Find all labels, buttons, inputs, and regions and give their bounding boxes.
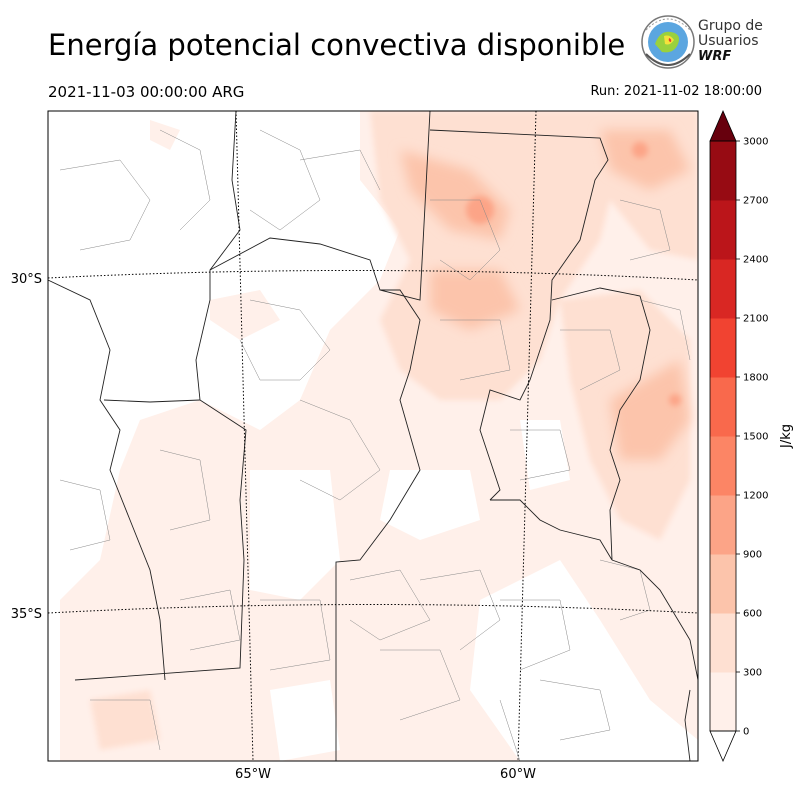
colorbar-extend-min — [709, 730, 737, 763]
colorbar-tick-label: 2400 — [743, 255, 768, 266]
colorbar-segments — [709, 109, 737, 763]
cape-field — [48, 111, 698, 761]
colorbar-segment — [710, 436, 736, 496]
colorbar-segment — [710, 200, 736, 260]
colorbar-tick-label: 900 — [743, 550, 762, 561]
colorbar-tick-label: 3000 — [743, 137, 768, 148]
colorbar-segment — [710, 613, 736, 673]
map-frame — [47, 110, 699, 762]
logo-line1: Grupo de — [698, 18, 763, 34]
lon-label-60w: 60°W — [500, 767, 536, 782]
logo-line3: WRF — [698, 49, 732, 64]
lon-label-65w: 65°W — [235, 767, 271, 782]
logo-emblem-icon — [641, 15, 695, 69]
colorbar-tick-label: 2700 — [743, 196, 768, 207]
page-title: Energía potencial convectiva disponible — [48, 28, 626, 62]
parallel-30s — [48, 269, 698, 281]
province-boundaries — [48, 111, 698, 761]
colorbar-tick-label: 1500 — [743, 432, 768, 443]
colorbar-segment — [710, 141, 736, 201]
colorbar-segment — [710, 495, 736, 555]
colorbar-tick-label: 1800 — [743, 373, 768, 384]
colorbar-tick-label: 1200 — [743, 491, 768, 502]
lat-label-30s: 30°S — [11, 272, 42, 287]
parallel-35s — [48, 604, 698, 614]
lat-label-35s: 35°S — [11, 607, 42, 622]
colorbar-extend-max — [709, 109, 737, 142]
valid-time-label: 2021-11-03 00:00:00 ARG — [48, 83, 245, 101]
colorbar-segment — [710, 672, 736, 732]
graticule — [48, 111, 698, 761]
colorbar-tick-label: 600 — [743, 609, 762, 620]
coastline — [611, 559, 698, 681]
run-time-label: Run: 2021-11-02 18:00:00 — [590, 84, 762, 99]
cape-absent-areas — [250, 420, 698, 761]
colorbar-segment — [710, 554, 736, 614]
colorbar-unit-label: J/kg — [779, 424, 794, 449]
colorbar-tick-label: 0 — [743, 727, 749, 738]
logo-line2: Usuarios — [698, 33, 759, 49]
colorbar-segment — [710, 377, 736, 437]
colorbar-segment — [710, 259, 736, 319]
colorbar-segment — [710, 318, 736, 378]
colorbar-ticks: 0 300 600 900 1200 1500 1800 2100 2400 2700 3000 — [736, 137, 768, 738]
wrf-logo: Grupo de Usuarios WRF — [638, 14, 768, 74]
colorbar-tick-label: 2100 — [743, 314, 768, 325]
colorbar-tick-label: 300 — [743, 668, 762, 679]
department-boundaries — [59, 129, 691, 761]
